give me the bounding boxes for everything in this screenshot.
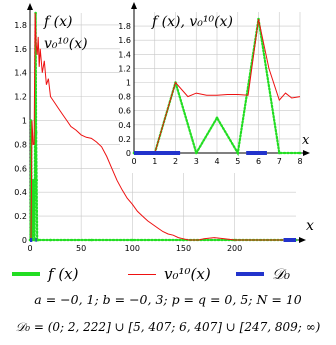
inset-point-f	[298, 151, 302, 155]
parameters-line: a = −0, 1; b = −0, 3; p = q = 0, 5; N = …	[34, 292, 302, 307]
inset-xtick-label: 6	[256, 157, 261, 166]
inset-xlabel: x	[302, 133, 310, 148]
inset-xtick-label: 3	[194, 157, 199, 166]
main-point-f	[36, 238, 40, 242]
inset-point-f	[215, 116, 219, 120]
legend-swatch-d0	[236, 272, 264, 276]
inset-point-f	[236, 151, 240, 155]
main-ytick-label: 0.4	[14, 188, 27, 197]
main-point-f	[49, 238, 52, 242]
inset-xtick-label: 1	[152, 157, 157, 166]
main-x-axis-arrow	[299, 237, 306, 243]
legend-label-d0: 𝒟₀	[272, 265, 290, 283]
main-ytick-label: 1.6	[14, 45, 27, 54]
inset-ytick-label: 1	[126, 79, 131, 88]
legend-swatch-v	[128, 273, 156, 275]
inset-ytick-label: 1.8	[118, 22, 131, 31]
inset-ytick-label: 0	[126, 149, 131, 158]
legend-item-f: f (x)	[12, 262, 78, 286]
inset-x-axis-arrow	[303, 150, 310, 156]
legend-label-v: v₀¹⁰(x)	[164, 265, 211, 283]
legend-item-v: v₀¹⁰(x)	[128, 262, 211, 286]
main-xtick-label: 150	[176, 244, 191, 253]
inset-ytick-label: 0.2	[118, 135, 131, 144]
legend: f (x) v₀¹⁰(x) 𝒟₀	[0, 262, 336, 286]
main-y-axis-arrow	[27, 3, 33, 10]
main-xtick-label: 50	[76, 244, 86, 253]
main-xlabel: x	[306, 218, 314, 234]
inset-series-v	[134, 18, 301, 154]
legend-swatch-f	[12, 272, 40, 276]
inset-ytick-label: 1.6	[118, 36, 131, 45]
main-ytick-label: 0	[22, 236, 27, 245]
inset-xtick-label: 5	[235, 157, 240, 166]
main-ytick-label: 1.2	[14, 93, 27, 102]
main-xtick-label: 200	[227, 244, 242, 253]
main-ytick-label: 1.4	[14, 69, 27, 78]
legend-label-f: f (x)	[48, 265, 79, 283]
main-xtick-label: 100	[125, 244, 140, 253]
inset-xtick-label: 7	[277, 157, 282, 166]
inset-ylabel: f (x), v₀¹⁰(x)	[151, 14, 233, 30]
inset-point-f	[194, 151, 198, 155]
main-point-f	[33, 238, 36, 242]
inset-ytick-label: 1.2	[118, 64, 131, 73]
inset-xtick-label: 2	[173, 157, 178, 166]
inset-xtick-label: 4	[214, 157, 219, 166]
chart-figure: 00.20.40.60.811.21.41.61.80 50 100 150 200f …	[14, 2, 314, 253]
inset-ytick-label: 0.6	[118, 107, 131, 116]
inset-y-axis-arrow	[131, 2, 137, 9]
inset-xtick-label: 8	[297, 157, 302, 166]
main-point-f	[90, 238, 93, 242]
main-series-v	[30, 12, 296, 241]
domain-definition-line: 𝒟₀ = (0; 2, 222] ∪ [5, 407; 6, 407] ∪ [2…	[15, 320, 321, 334]
main-point-f	[31, 178, 35, 182]
main-ytick-label: 0.8	[14, 140, 27, 149]
inset-point-f	[277, 151, 281, 155]
inset-ytick-label: 0.4	[118, 121, 131, 130]
main-point-f	[34, 131, 38, 134]
main-point-f	[131, 238, 134, 242]
inset-xtick-label: 0	[131, 157, 136, 166]
main-xtick-label: 0	[27, 244, 32, 253]
main-ytick-label: 1	[22, 117, 27, 126]
main-ylabel-f: f (x)	[43, 14, 72, 30]
inset-chart: 0 0.2 0.4 0.6 0.8 1 1.2 1.4 1.6 1.8 0 1 2 3 4 5 6 7 8 f (x)…	[118, 2, 310, 173]
main-ylabel-v: v₀¹⁰(x)	[44, 36, 88, 52]
main-ytick-label: 0.6	[14, 164, 27, 173]
main-point-f	[32, 208, 35, 212]
main-point-f	[35, 178, 38, 182]
legend-item-d0: 𝒟₀	[236, 262, 290, 286]
inset-ytick-label: 0.8	[118, 93, 131, 102]
main-ytick-label: 0.2	[14, 212, 27, 221]
inset-ytick-label: 1.4	[118, 50, 131, 59]
main-ytick-label: 1.8	[14, 21, 27, 30]
inset-background	[120, 8, 308, 173]
